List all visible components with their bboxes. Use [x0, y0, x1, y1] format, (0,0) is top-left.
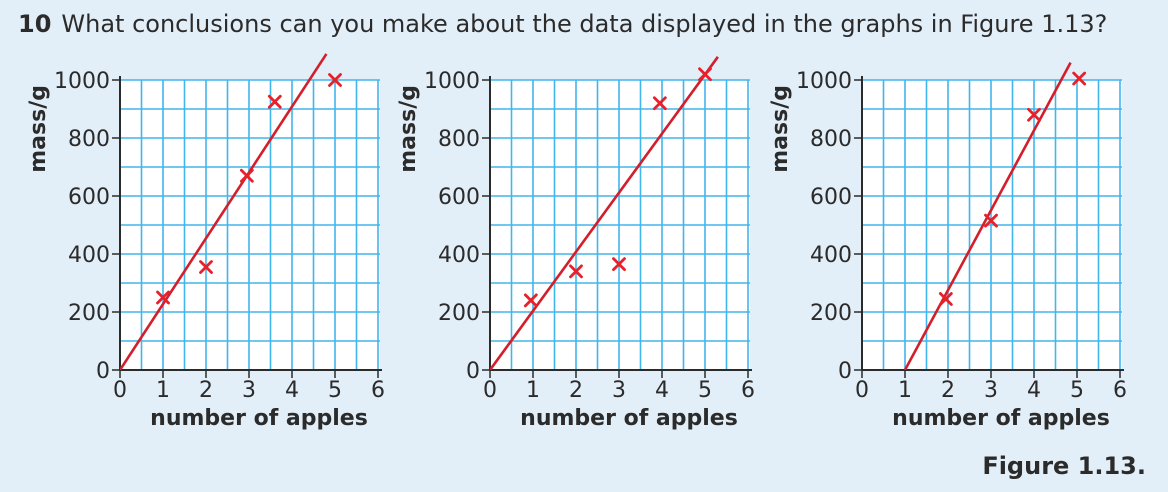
best-fit-line — [120, 53, 328, 370]
x-tick-label: 5 — [1070, 378, 1084, 403]
x-tick-label: 1 — [526, 378, 540, 403]
best-fit-line — [490, 56, 719, 370]
x-tick-label: 2 — [569, 378, 583, 403]
x-axis-title: number of apples — [892, 406, 1110, 431]
x-axis-title: number of apples — [150, 406, 368, 431]
data-point — [612, 257, 626, 272]
x-tick-label: 0 — [113, 378, 127, 403]
y-tick-label: 400 — [438, 243, 480, 268]
y-tick-label: 400 — [810, 243, 852, 268]
x-tick-label: 0 — [855, 378, 869, 403]
x-tick-label: 2 — [199, 378, 213, 403]
y-tick-label: 0 — [838, 359, 852, 384]
x-tick-label: 6 — [371, 378, 385, 403]
x-tick-label: 3 — [612, 378, 626, 403]
question-line: 10 What conclusions can you make about th… — [18, 10, 1107, 38]
y-tick-label: 800 — [438, 127, 480, 152]
x-tick-label: 1 — [156, 378, 170, 403]
y-axis-title: mass/g — [26, 85, 51, 173]
data-point — [569, 264, 583, 279]
x-tick-label: 4 — [655, 378, 669, 403]
y-tick-label: 1000 — [424, 69, 480, 94]
figure-caption: Figure 1.13. — [982, 452, 1146, 480]
x-tick-label: 5 — [698, 378, 712, 403]
y-tick-label: 800 — [810, 127, 852, 152]
x-tick-label: 3 — [984, 378, 998, 403]
data-point — [239, 168, 254, 183]
data-point — [156, 290, 170, 305]
x-tick-label: 1 — [898, 378, 912, 403]
y-tick-label: 1000 — [54, 69, 110, 94]
y-tick-label: 600 — [810, 185, 852, 210]
x-tick-label: 3 — [242, 378, 256, 403]
data-point — [1072, 71, 1087, 86]
question-number: 10 — [18, 10, 52, 38]
y-tick-label: 0 — [466, 359, 480, 384]
x-axis-title: number of apples — [520, 406, 738, 431]
graph-1: 0 1 2 3 4 5 6 0 200 400 600 800 1000 number of apples… — [26, 53, 385, 431]
y-axis-title: mass/g — [396, 85, 421, 173]
y-tick-label: 0 — [96, 359, 110, 384]
x-tick-label: 6 — [741, 378, 755, 403]
y-axis-title: mass/g — [768, 85, 793, 173]
y-tick-label: 200 — [68, 301, 110, 326]
data-point — [267, 94, 282, 109]
y-tick-label: 1000 — [796, 69, 852, 94]
data-point — [199, 260, 213, 274]
graph-2: 0 1 2 3 4 5 6 0 200 400 600 800 1000 number of apples… — [396, 56, 755, 431]
data-point — [1027, 107, 1041, 122]
data-point — [698, 67, 712, 82]
x-tick-label: 4 — [285, 378, 299, 403]
data-point — [938, 292, 953, 306]
x-tick-label: 5 — [328, 378, 342, 403]
x-tick-label: 4 — [1027, 378, 1041, 403]
x-tick-label: 0 — [483, 378, 497, 403]
data-point — [652, 96, 667, 111]
graph-3: 0 1 2 3 4 5 6 0 200 400 600 800 1000 number of apples… — [768, 61, 1127, 431]
question-text: What conclusions can you make about the … — [61, 10, 1108, 38]
y-tick-label: 800 — [68, 127, 110, 152]
data-point — [523, 293, 538, 308]
data-point — [328, 73, 342, 87]
y-tick-label: 600 — [68, 185, 110, 210]
x-tick-label: 2 — [941, 378, 955, 403]
y-tick-label: 200 — [438, 301, 480, 326]
y-tick-label: 400 — [68, 243, 110, 268]
x-tick-label: 6 — [1113, 378, 1127, 403]
y-tick-label: 200 — [810, 301, 852, 326]
y-tick-label: 600 — [438, 185, 480, 210]
data-point — [984, 213, 998, 228]
